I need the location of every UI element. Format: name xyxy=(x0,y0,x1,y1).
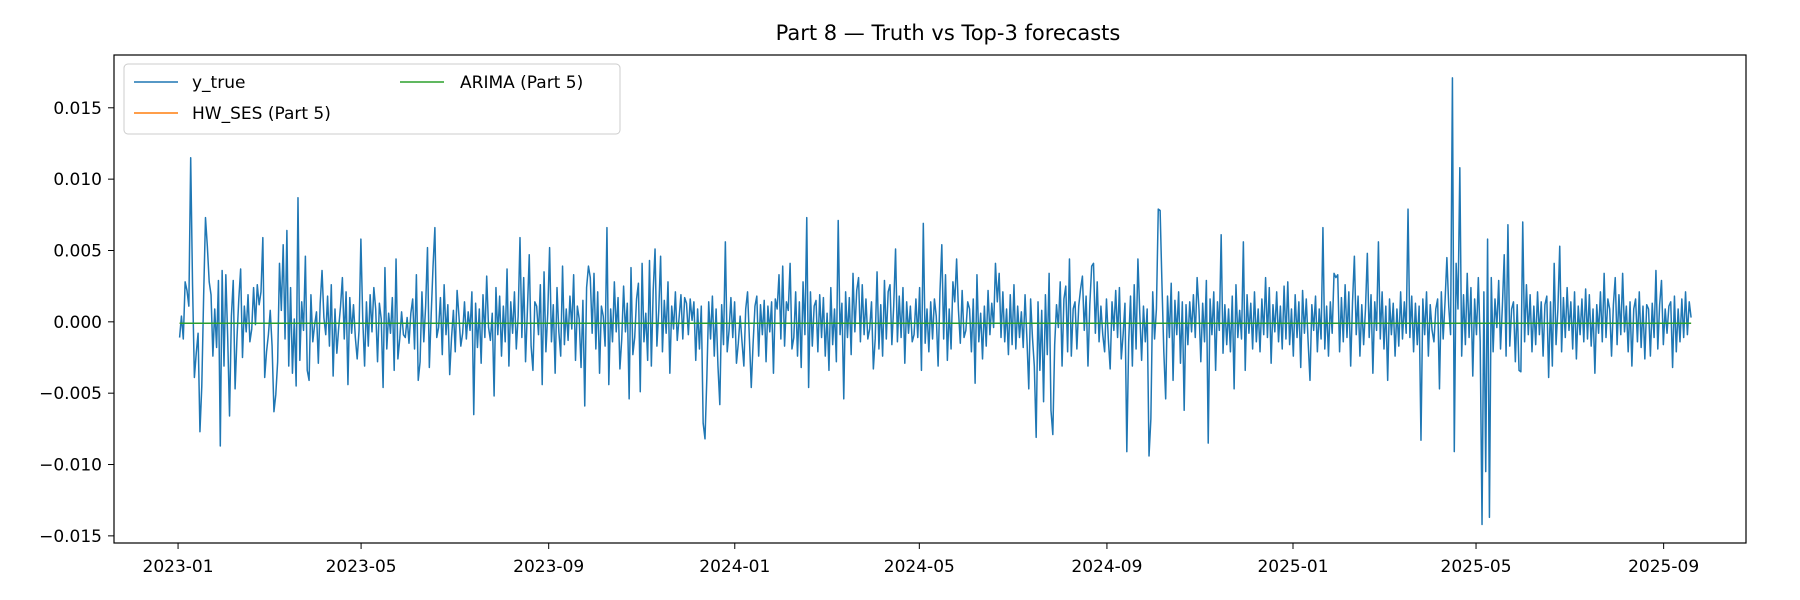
legend-label-arima: ARIMA (Part 5) xyxy=(460,73,583,93)
chart-title: Part 8 — Truth vs Top-3 forecasts xyxy=(776,21,1121,45)
series-layer xyxy=(178,77,1692,526)
y-tick-label: −0.005 xyxy=(39,384,102,404)
x-axis: 2023-01 2023-05 2023-09 2024-01 2024-05 2024-… xyxy=(143,543,1699,577)
x-tick-label: 2025-05 xyxy=(1441,557,1512,577)
y-axis: 0.015 0.010 0.005 0.000 −0.005 −0.010 −0.015 xyxy=(39,99,114,547)
y-tick-label: 0.010 xyxy=(53,170,102,190)
axes-frame xyxy=(113,54,1747,544)
plot-area xyxy=(113,54,1747,544)
x-tick-label: 2024-01 xyxy=(699,557,770,577)
y-tick-label: 0.005 xyxy=(53,241,102,261)
legend-label-y-true: y_true xyxy=(192,73,245,93)
series-line-y-true xyxy=(178,77,1692,526)
x-tick-label: 2023-01 xyxy=(143,557,214,577)
x-tick-label: 2025-01 xyxy=(1257,557,1328,577)
x-tick-label: 2024-09 xyxy=(1071,557,1142,577)
y-tick-label: 0.015 xyxy=(53,99,102,119)
legend-box xyxy=(123,63,621,135)
legend: y_true HW_SES (Part 5) ARIMA (Part 5) xyxy=(123,63,621,135)
legend-label-hw-ses: HW_SES (Part 5) xyxy=(192,104,331,124)
x-tick-label: 2025-09 xyxy=(1628,557,1699,577)
y-tick-label: 0.000 xyxy=(53,313,102,333)
x-tick-label: 2023-05 xyxy=(326,557,397,577)
y-tick-label: −0.015 xyxy=(39,527,102,547)
x-tick-label: 2024-05 xyxy=(884,557,955,577)
x-tick-label: 2023-09 xyxy=(513,557,584,577)
y-tick-label: −0.010 xyxy=(39,456,102,476)
